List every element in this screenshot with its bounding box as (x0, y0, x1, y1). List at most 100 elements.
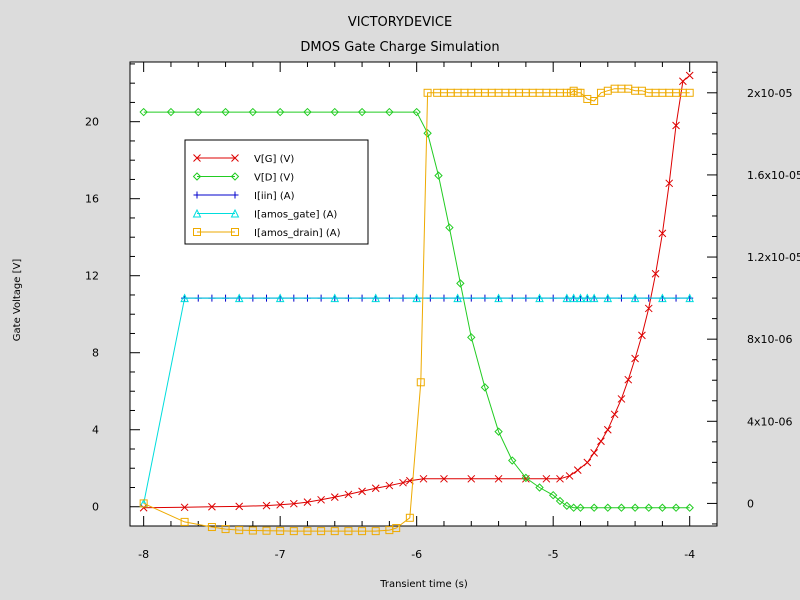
legend-items: V[G] (V) V[D] (V) I[iin] (A) I[amos_gate] (… (192, 154, 341, 239)
data-point (658, 503, 667, 512)
legend-item: I[amos_drain] (A) (193, 228, 341, 239)
data-point (385, 107, 394, 117)
legend-swatch-marker (231, 228, 239, 236)
data-point (385, 481, 394, 490)
data-point (330, 107, 339, 117)
data-point (180, 503, 189, 512)
data-point (624, 375, 633, 384)
data-point (289, 527, 298, 536)
data-point (617, 503, 626, 512)
data-point (658, 229, 667, 238)
data-point (344, 527, 353, 536)
data-point (583, 458, 592, 467)
y-tick-label: 8 (92, 347, 99, 360)
data-point (262, 526, 271, 535)
data-point (555, 496, 565, 506)
data-point (631, 354, 639, 363)
series-3 (139, 293, 695, 508)
data-point (208, 502, 216, 511)
data-point (617, 395, 626, 403)
data-point (330, 527, 339, 536)
data-point (535, 483, 544, 492)
x-tick-label: -6 (411, 548, 422, 561)
data-point (289, 499, 298, 508)
data-point (303, 527, 312, 536)
data-point (590, 448, 598, 457)
y-tick-label: 4 (92, 424, 99, 437)
x-tick-label: -8 (138, 548, 149, 561)
data-point (275, 293, 285, 303)
y2-tick-label: 2x10-05 (747, 87, 792, 100)
y-tick-label: 20 (85, 116, 99, 129)
data-point (456, 279, 465, 288)
data-point (583, 293, 592, 303)
data-point (248, 526, 257, 535)
data-point (671, 503, 681, 512)
data-point (276, 526, 285, 535)
data-point (416, 378, 425, 387)
legend-swatch-marker (230, 208, 240, 218)
legend-swatch-marker (230, 172, 240, 181)
data-point (565, 472, 574, 480)
data-point (445, 223, 454, 232)
data-point (358, 527, 367, 536)
legend: V[G] (V) V[D] (V) I[iin] (A) I[amos_gate] (… (184, 139, 369, 245)
data-point (275, 107, 285, 117)
legend-swatch-marker (193, 228, 201, 236)
plot-area (129, 61, 718, 527)
data-point (672, 121, 680, 130)
legend-swatch-marker (193, 154, 201, 162)
data-point (562, 293, 572, 303)
data-point (344, 490, 353, 499)
data-point (665, 179, 674, 188)
data-point (371, 293, 381, 303)
data-point (405, 513, 414, 522)
data-point (548, 490, 558, 500)
data-point (419, 474, 428, 483)
data-point (235, 526, 244, 535)
data-point (434, 171, 443, 180)
data-point (423, 88, 432, 97)
data-point (371, 527, 380, 536)
data-point (317, 495, 325, 504)
series-line (143, 111, 690, 509)
data-point (590, 97, 599, 106)
y2-tick-label: 1.6x10-05 (747, 169, 800, 182)
data-point (412, 107, 421, 117)
legend-box (184, 139, 369, 245)
data-point (685, 88, 694, 97)
y2-tick-label: 0 (747, 497, 754, 510)
y-axis-label: Gate Voltage [V] (12, 259, 23, 342)
series-1 (139, 107, 694, 512)
chart-title: VICTORYDEVICE (348, 15, 452, 30)
data-point (303, 498, 312, 506)
data-point (440, 474, 448, 483)
data-point (357, 107, 367, 117)
data-point (317, 527, 326, 536)
data-point (679, 77, 687, 86)
legend-item: V[D] (V) (192, 172, 294, 184)
data-point (330, 493, 339, 501)
data-point (603, 293, 613, 303)
legend-swatch-marker (193, 191, 201, 199)
legend-swatch-marker (231, 191, 239, 199)
data-point (562, 501, 572, 510)
y2-tick-label: 1.2x10-05 (747, 251, 800, 264)
data-point (630, 503, 640, 512)
data-point (589, 503, 599, 512)
series-4 (139, 84, 694, 536)
data-point (423, 129, 432, 138)
data-point (576, 503, 585, 512)
legend-swatch-marker (192, 172, 202, 181)
data-point (494, 474, 503, 483)
data-point (262, 501, 271, 510)
y-tick-label: 0 (92, 501, 99, 514)
series-layer (139, 71, 695, 536)
x-tick-label: -5 (548, 548, 559, 561)
data-point (603, 425, 612, 434)
data-point (685, 71, 694, 80)
data-point (569, 503, 578, 512)
series-line (143, 297, 690, 504)
data-point (521, 473, 531, 483)
